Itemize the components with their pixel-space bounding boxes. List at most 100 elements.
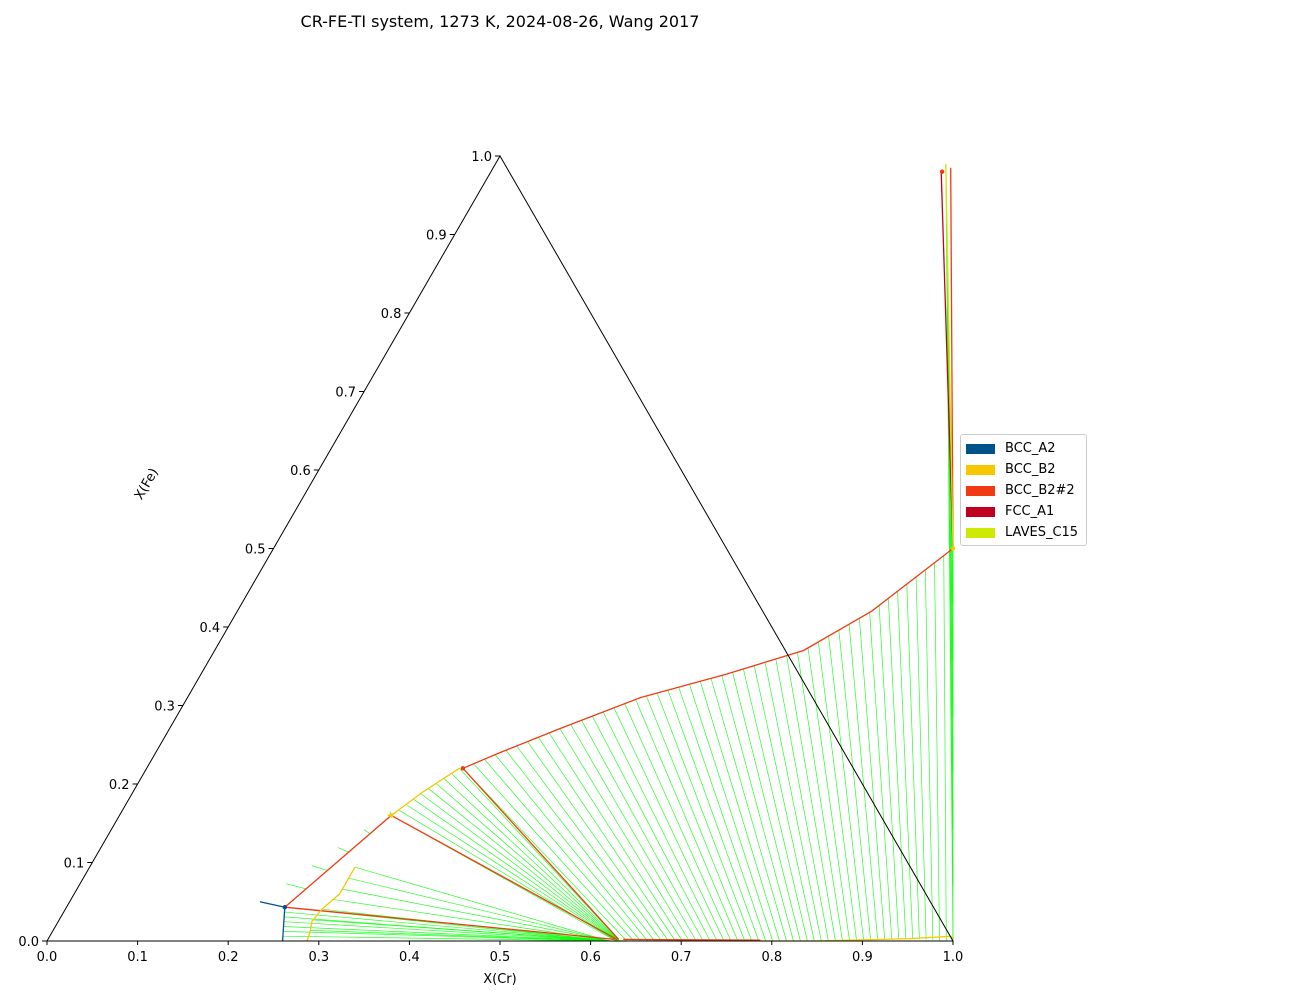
tie-line [817,641,857,941]
legend-item: BCC_B2 [961,459,1086,480]
tie-line [721,675,794,942]
tie-line [943,555,947,941]
tie-line [428,788,619,942]
tie-line [887,598,907,939]
tie-line [405,804,617,942]
tie-line [283,926,611,942]
legend-swatch [966,443,995,454]
legend-label: FCC_A1 [1005,504,1055,519]
y-tick-label: 0.3 [154,700,175,715]
tie-line [494,754,648,942]
x-tick-label: 0.6 [580,950,601,965]
tie-line [413,798,618,942]
legend-swatch [966,485,995,496]
tie-line [337,847,349,853]
tie-line [570,724,697,942]
y-tick-label: 0.5 [245,543,266,558]
y-tick-label: 0.2 [109,778,130,793]
tie-line [354,866,609,942]
tie-line [945,163,954,942]
tie-line [678,687,767,942]
tie-line [342,888,611,942]
tie-line [828,636,864,940]
tie-line [285,883,307,890]
tie-line [689,684,773,942]
phase-point-marker [460,766,466,771]
legend-label: BCC_B2#2 [1005,483,1075,498]
x-axis-label: X(Cr) [483,972,516,987]
x-tick-label: 0.9 [852,950,873,965]
tie-line [435,783,619,942]
phase-boundary-line [306,866,356,942]
x-tick-label: 0.5 [490,950,511,965]
phase-point-marker [950,546,956,551]
tie-line [646,695,746,942]
y-tick-label: 1.0 [471,150,492,165]
legend-label: BCC_A2 [1005,441,1056,456]
x-tick-label: 0.8 [761,950,782,965]
tie-line [602,711,718,942]
triangle-outline [46,154,954,942]
tie-line [516,745,662,942]
tie-lines [259,163,954,942]
y-tick-label: 0.0 [18,935,39,950]
phase-boundaries [259,163,954,942]
tie-line [878,605,900,939]
legend-swatch [966,464,995,475]
tie-line [656,692,753,942]
tie-line [667,690,760,942]
y-axis-ticks: 0.0 0.1 0.2 0.3 0.4 0.5 0.6 0.7 0.8 0.9 1.0 [18,150,500,950]
tie-line [284,916,610,942]
phase-boundary-line [950,167,954,549]
tie-line [848,624,878,940]
tie-line [443,778,620,942]
phase-boundary-line [623,938,761,941]
tie-line [527,741,669,942]
ternary-frame [46,154,954,942]
tie-line [505,750,655,942]
tie-line [775,658,829,941]
chart-title: CR-FE-TI system, 1273 K, 2024-08-26, Wan… [301,12,700,31]
tie-line [732,672,801,942]
tie-line [458,768,620,942]
tie-line [451,773,620,942]
tie-line [753,665,815,942]
legend-item: BCC_A2 [961,438,1086,459]
x-tick-label: 0.0 [37,950,58,965]
tie-line [807,647,850,941]
tie-line [699,681,780,942]
phase-boundary-line [940,171,954,549]
tie-line [484,758,641,942]
phase-boundary-line [284,906,615,941]
x-axis-ticks: 0.0 0.1 0.2 0.3 0.4 0.5 0.6 0.7 0.8 0.9 1.0 [37,941,964,965]
tie-line [838,630,871,940]
phase-boundary-line [387,767,460,817]
tie-line [797,652,843,941]
tie-line [581,720,704,942]
y-tick-label: 0.6 [290,464,311,479]
tie-line [635,699,739,942]
phase-point-marker [389,813,394,818]
y-tick-label: 0.4 [200,621,221,636]
tie-line [624,703,732,942]
x-tick-label: 0.3 [308,950,329,965]
y-tick-label: 0.9 [426,229,447,244]
tie-line [282,935,612,942]
x-tick-label: 1.0 [943,950,964,965]
tie-line [924,569,934,940]
phase-point-marker [939,169,945,174]
tie-line [743,668,808,942]
phase-boundary-line [462,547,954,769]
tie-line [934,562,940,941]
tie-line [420,793,618,942]
x-tick-label: 0.7 [671,950,692,965]
y-tick-label: 0.1 [64,857,85,872]
legend-item: BCC_B2#2 [961,480,1086,501]
phase-boundary-line [259,901,286,942]
tie-line [283,921,611,942]
legend-item: FCC_A1 [961,501,1086,522]
legend: BCC_A2 BCC_B2 BCC_B2#2 FCC_A1 LAVES_C15 [960,434,1087,546]
phase-boundary-line [462,767,620,940]
legend-swatch [966,506,995,517]
tie-line [559,728,690,942]
